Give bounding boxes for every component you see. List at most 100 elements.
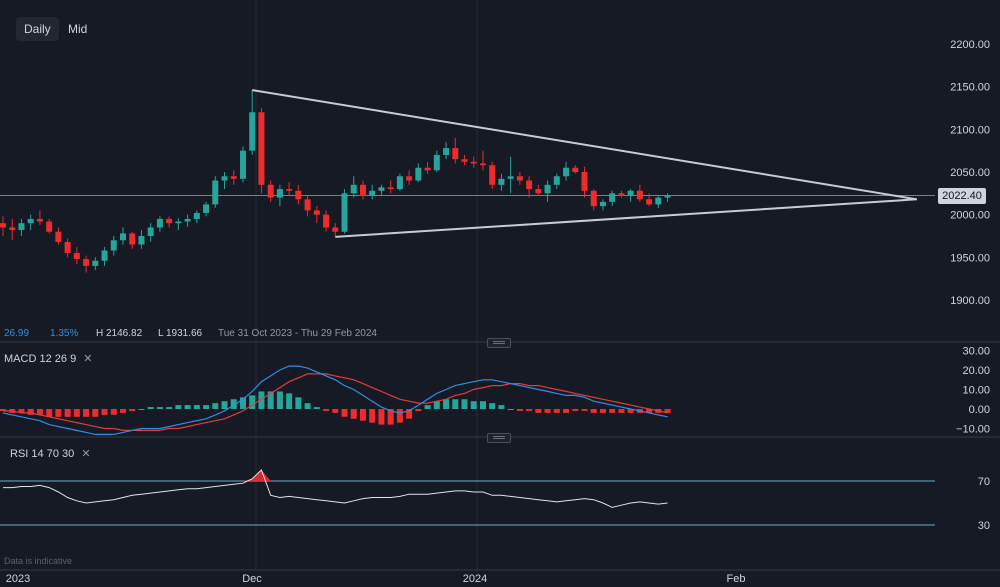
macd-close-icon[interactable]: ✕ [83,353,93,365]
candle-body [46,221,53,232]
macd-histogram-bar [544,409,551,413]
macd-histogram-bar [276,391,283,409]
timeframe-daily-button[interactable]: Daily [16,17,59,41]
macd-histogram-bar [212,403,219,409]
pane-resize-handle-macd[interactable] [487,338,511,348]
macd-param-fast: 12 [39,353,52,365]
candle-body [203,204,210,213]
candle-body [563,167,570,177]
macd-histogram-bar [415,409,422,411]
rsi-line [3,469,668,508]
candle-body [0,223,6,228]
macd-histogram-bar [156,407,163,409]
macd-histogram-bar [110,409,117,415]
rsi-close-icon[interactable]: ✕ [81,448,91,460]
macd-histogram-bar [350,409,357,419]
macd-histogram-bar [175,405,182,409]
macd-histogram-bar [470,401,477,409]
candle-body [461,159,468,162]
candle-body [323,214,330,228]
high-value: H 2146.82 [96,328,143,339]
macd-histogram-bar [64,409,71,417]
candle-body [184,218,191,222]
macd-histogram-bar [424,405,431,409]
macd-histogram-bar [46,409,53,417]
candle-body [267,184,274,198]
candle-body [655,197,662,205]
macd-histogram-bar [304,403,311,409]
macd-histogram-bar [239,397,246,409]
macd-histogram-bar [166,407,173,409]
candle-body [479,163,486,166]
macd-histogram-bar [563,409,570,413]
price-axis-tick: 2050.00 [950,167,990,179]
pane-resize-handle-rsi[interactable] [487,433,511,443]
price-type-mid-button[interactable]: Mid [68,22,88,36]
macd-histogram-bar [0,409,6,411]
time-axis-tick: 2023 [6,573,30,585]
candle-body [119,233,126,241]
macd-histogram-bar [286,393,293,409]
macd-histogram-bar [581,409,588,411]
price-axis-tick: 2150.00 [950,82,990,94]
macd-axis-tick: −10.00 [956,424,990,436]
rsi-param-upper: 70 [46,448,59,460]
candle-body [618,193,625,196]
macd-histogram-bar [535,409,542,413]
macd-legend[interactable]: MACD 12 26 9 ✕ [4,352,92,365]
macd-histogram-bar [230,399,237,409]
macd-histogram-bar [203,405,210,409]
candle-body [230,176,237,179]
macd-line [2,365,668,435]
candle-body [175,221,182,224]
rsi-legend[interactable]: RSI 14 70 30 ✕ [10,447,91,460]
candle-body [599,201,606,207]
macd-histogram-bar [664,409,671,413]
candle-body [369,190,376,196]
candle-body [221,176,228,181]
macd-histogram-bar [221,401,228,409]
macd-axis-tick: 30.00 [962,346,990,358]
macd-histogram-bar [267,391,274,409]
macd-histogram-bar [101,409,108,415]
macd-name: MACD [4,353,37,365]
candle-body [276,189,283,198]
macd-histogram-bar [609,409,616,413]
macd-histogram-bar [73,409,80,417]
candle-body [101,250,108,261]
price-axis-tick: 2000.00 [950,210,990,222]
time-axis-tick: Feb [727,573,746,585]
candle-body [507,176,514,179]
candle-body [415,167,422,181]
macd-histogram-bar [590,409,597,413]
candle-body [295,190,302,200]
macd-param-slow: 26 [54,353,68,365]
candle-body [350,184,357,194]
macd-histogram-bar [341,409,348,417]
candle-body [239,150,246,179]
candle-body [636,190,643,200]
macd-histogram-bar [646,409,653,413]
macd-histogram-bar [507,409,514,410]
candle-body [55,231,62,242]
macd-histogram-bar [92,409,99,417]
candle-body [18,223,25,231]
candle-body [406,176,413,181]
candle-body [470,161,477,164]
candle-body [535,189,542,194]
candle-body [147,227,154,236]
candle-body [526,180,533,190]
candle-body [609,193,616,202]
macd-histogram-bar [184,405,191,409]
macd-histogram-bar [18,409,25,413]
macd-histogram-bar [83,409,90,417]
candle-body [212,180,219,205]
macd-histogram-bar [27,409,34,415]
time-axis-tick: 2024 [463,573,487,585]
price-axis-tick: 2100.00 [950,124,990,136]
macd-histogram-bar [452,399,459,409]
candle-body [378,187,385,191]
macd-axis-tick: 20.00 [962,365,990,377]
candle-body [73,253,80,260]
